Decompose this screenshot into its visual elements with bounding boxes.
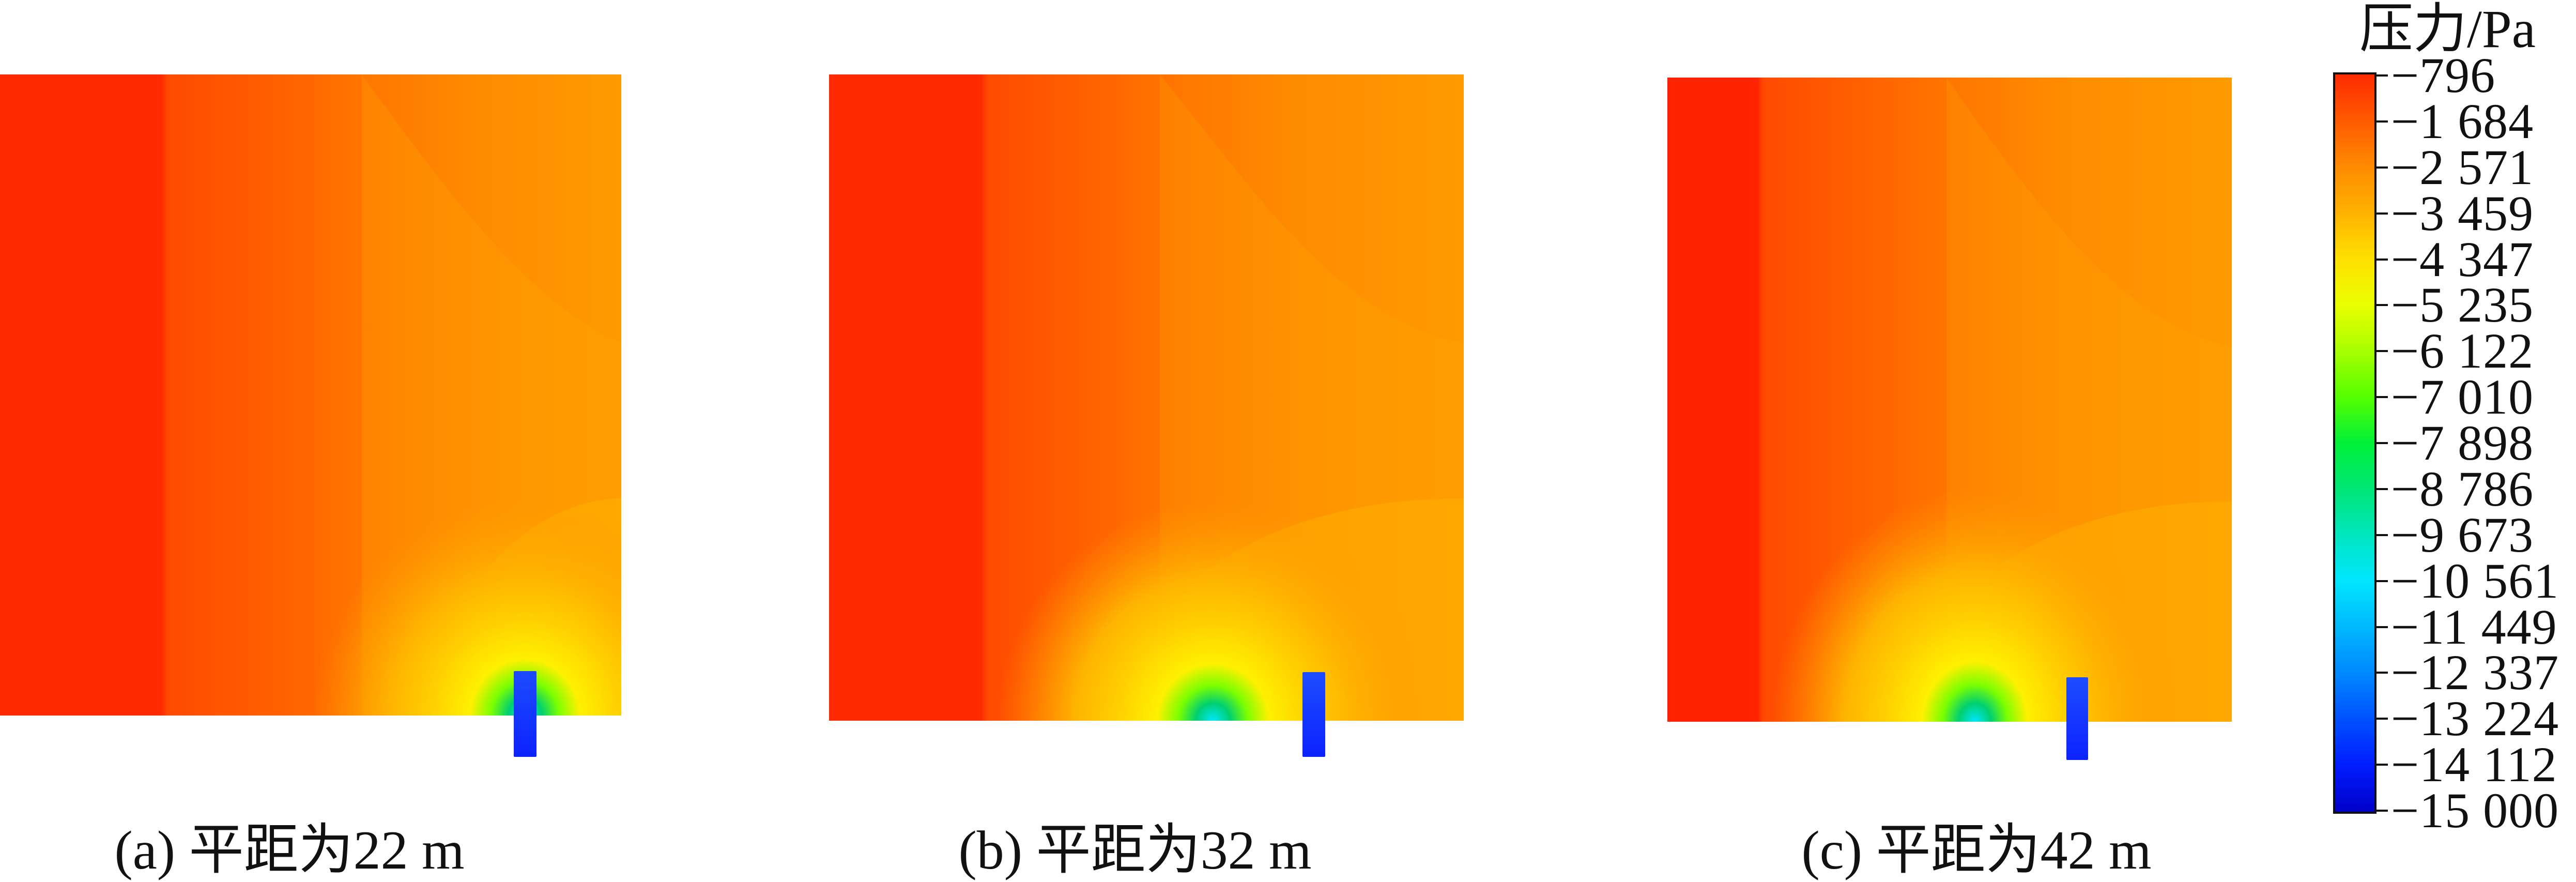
legend-tick <box>2376 672 2388 674</box>
legend-tick-label: −3 459 <box>2391 185 2534 241</box>
legend-tick <box>2376 810 2388 812</box>
caption-panel-b: (b) 平距为32 m <box>958 820 1312 880</box>
legend-tick-label: −6 122 <box>2391 323 2534 379</box>
legend-tick <box>2376 304 2388 307</box>
legend-tick-label: −2 571 <box>2391 139 2534 195</box>
caption-panel-a: (a) 平距为22 m <box>114 820 465 880</box>
legend-tick-label: −10 561 <box>2391 553 2559 609</box>
legend-tick <box>2376 534 2388 536</box>
legend-tick-label: −12 337 <box>2391 645 2559 701</box>
legend-tick <box>2376 626 2388 628</box>
pressure-contour-plot-c <box>1667 78 2232 722</box>
legend-tick-label: −4 347 <box>2391 231 2534 287</box>
outlet-pipe-b <box>1302 672 1325 757</box>
legend-tick-label: −7 010 <box>2391 369 2534 425</box>
legend-tick-label: −15 000 <box>2391 783 2559 838</box>
legend-tick <box>2376 580 2388 582</box>
legend-tick <box>2376 74 2388 77</box>
legend-tick <box>2376 718 2388 720</box>
legend-tick <box>2376 258 2388 261</box>
legend-title: 压力/Pa <box>2359 0 2536 59</box>
legend-tick <box>2376 350 2388 353</box>
pressure-contour-plot-b <box>829 74 1464 721</box>
legend-tick <box>2376 396 2388 399</box>
outlet-pipe-a <box>514 671 536 757</box>
legend-tick <box>2376 166 2388 169</box>
legend-tick <box>2376 212 2388 215</box>
legend-tick <box>2376 488 2388 490</box>
legend-tick-label: −11 449 <box>2391 599 2557 655</box>
contour-panel-c <box>1667 78 2232 722</box>
pressure-colorbar <box>2333 72 2376 814</box>
legend-tick-label: −9 673 <box>2391 507 2534 562</box>
legend-tick-label: −7 898 <box>2391 415 2534 470</box>
legend-tick-label: −13 224 <box>2391 691 2559 747</box>
legend-tick <box>2376 764 2388 766</box>
legend-tick <box>2376 442 2388 444</box>
contour-panel-b <box>829 74 1464 721</box>
pressure-contour-plot-a <box>0 74 621 716</box>
legend-tick-label: −796 <box>2391 48 2496 103</box>
legend-tick-label: −14 112 <box>2391 737 2557 793</box>
contour-panel-a <box>0 74 621 716</box>
legend-tick <box>2376 120 2388 123</box>
legend-tick-label: −5 235 <box>2391 277 2534 333</box>
caption-panel-c: (c) 平距为42 m <box>1801 820 2152 880</box>
outlet-pipe-c <box>2066 677 2088 760</box>
legend-tick-label: −1 684 <box>2391 93 2534 149</box>
legend-tick-label: −8 786 <box>2391 461 2534 516</box>
